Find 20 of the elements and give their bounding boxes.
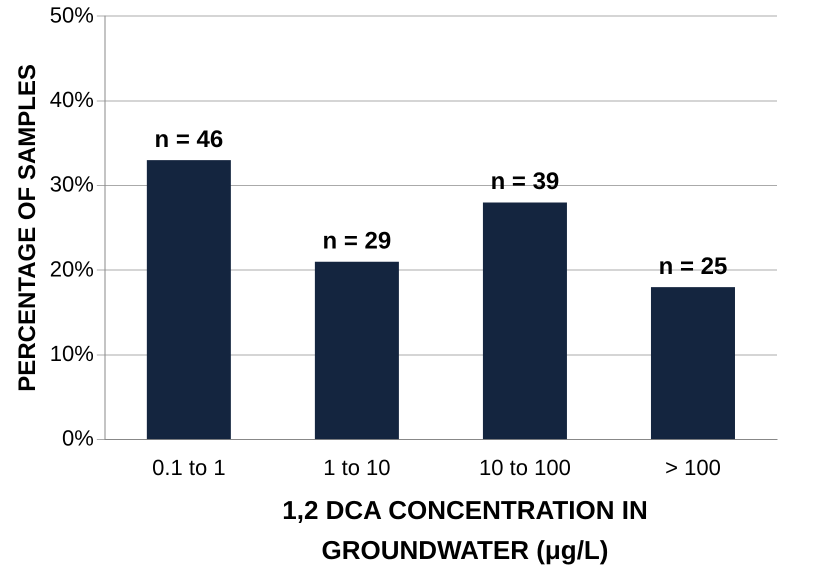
y-tick-label: 10% xyxy=(50,340,94,366)
x-axis-title: 1,2 DCA CONCENTRATION IN GROUNDWATER (μg/L) xyxy=(281,494,649,567)
x-tick-label: 1 to 10 xyxy=(323,454,391,480)
x-tick-label: 10 to 100 xyxy=(479,454,571,480)
annotation: n = 39 xyxy=(490,168,560,196)
annotation: n = 46 xyxy=(154,126,224,153)
annotation: n = 29 xyxy=(322,227,392,254)
y-tick-label: 40% xyxy=(50,86,94,112)
y-axis-title: PERCENTAGE OF SAMPLES xyxy=(14,64,42,392)
x-tick-label: 0.1 to 1 xyxy=(152,454,226,480)
y-tick-label: 30% xyxy=(50,172,94,197)
bar xyxy=(146,160,231,440)
y-tick-label: 50% xyxy=(50,2,94,28)
x-tick-label: > 100 xyxy=(665,454,721,480)
bar xyxy=(314,262,399,440)
bar xyxy=(482,202,567,440)
bar xyxy=(650,287,735,440)
y-tick-label: 0% xyxy=(62,426,94,451)
annotation: n = 25 xyxy=(658,252,728,280)
y-tick-label: 20% xyxy=(50,256,94,282)
